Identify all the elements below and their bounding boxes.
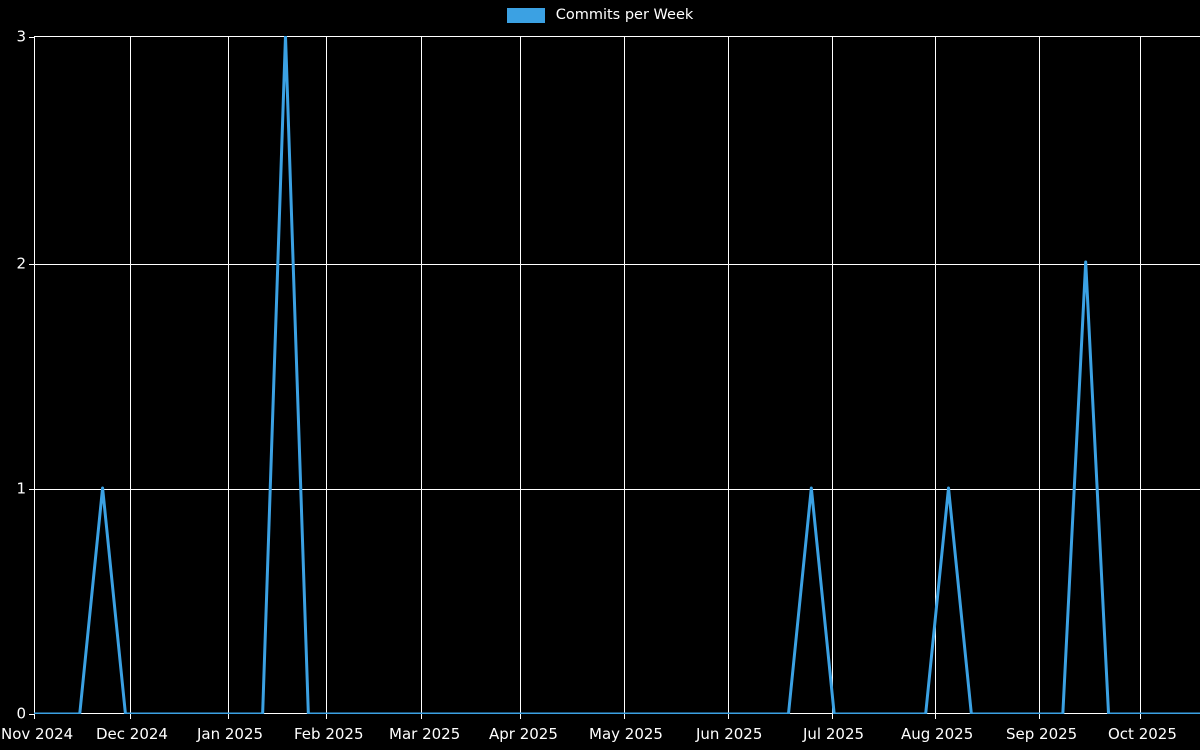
x-tick-mark-feb-2025 <box>326 714 327 719</box>
x-axis: Nov 2024 Dec 2024 Jan 2025 Feb 2025 Mar … <box>0 714 1200 750</box>
x-tick-label-nov-2024: Nov 2024 <box>1 725 74 743</box>
y-tick-label-3: 3 <box>16 27 26 46</box>
x-tick-label-mar-2025: Mar 2025 <box>389 725 461 743</box>
y-tick-label-1: 1 <box>16 479 26 498</box>
y-tick-label-2: 2 <box>16 254 26 273</box>
x-tick-label-feb-2025: Feb 2025 <box>294 725 364 743</box>
legend-label: Commits per Week <box>555 6 694 23</box>
x-tick-label-may-2025: May 2025 <box>589 725 663 743</box>
x-tick-mark-jan-2025 <box>228 714 229 719</box>
y-tick-mark-3 <box>29 37 34 38</box>
horizontal-gridlines <box>34 36 1200 714</box>
y-tick-label-0: 0 <box>16 704 26 723</box>
x-tick-label-aug-2025: Aug 2025 <box>901 725 974 743</box>
y-tick-mark-2 <box>29 264 34 265</box>
x-tick-mark-sep-2025 <box>1039 714 1040 719</box>
x-tick-mark-nov-2024 <box>34 714 35 719</box>
x-tick-label-oct-2025: Oct 2025 <box>1108 725 1177 743</box>
x-tick-mark-jul-2025 <box>832 714 833 719</box>
legend-swatch-icon <box>506 7 545 23</box>
x-tick-mark-mar-2025 <box>421 714 422 719</box>
x-tick-mark-apr-2025 <box>520 714 521 719</box>
y-tick-mark-1 <box>29 489 34 490</box>
x-tick-mark-aug-2025 <box>935 714 936 719</box>
vertical-gridlines <box>34 36 1141 714</box>
x-tick-label-jan-2025: Jan 2025 <box>197 725 264 743</box>
x-tick-label-sep-2025: Sep 2025 <box>1006 725 1078 743</box>
x-tick-label-apr-2025: Apr 2025 <box>489 725 558 743</box>
y-tick-mark-0 <box>29 714 34 715</box>
x-tick-label-dec-2024: Dec 2024 <box>96 725 168 743</box>
plot-area <box>34 36 1200 714</box>
x-tick-label-jul-2025: Jul 2025 <box>803 725 865 743</box>
x-tick-mark-may-2025 <box>624 714 625 719</box>
chart-canvas <box>34 36 1200 714</box>
x-tick-mark-oct-2025 <box>1140 714 1141 719</box>
x-tick-label-jun-2025: Jun 2025 <box>696 725 763 743</box>
x-tick-mark-dec-2024 <box>130 714 131 719</box>
chart-legend: Commits per Week <box>0 0 1200 30</box>
series-line-commits-per-week <box>34 36 1200 714</box>
y-axis: 0 1 2 3 <box>0 0 34 750</box>
x-tick-mark-jun-2025 <box>728 714 729 719</box>
legend-entry-commits-per-week[interactable]: Commits per Week <box>506 6 694 23</box>
